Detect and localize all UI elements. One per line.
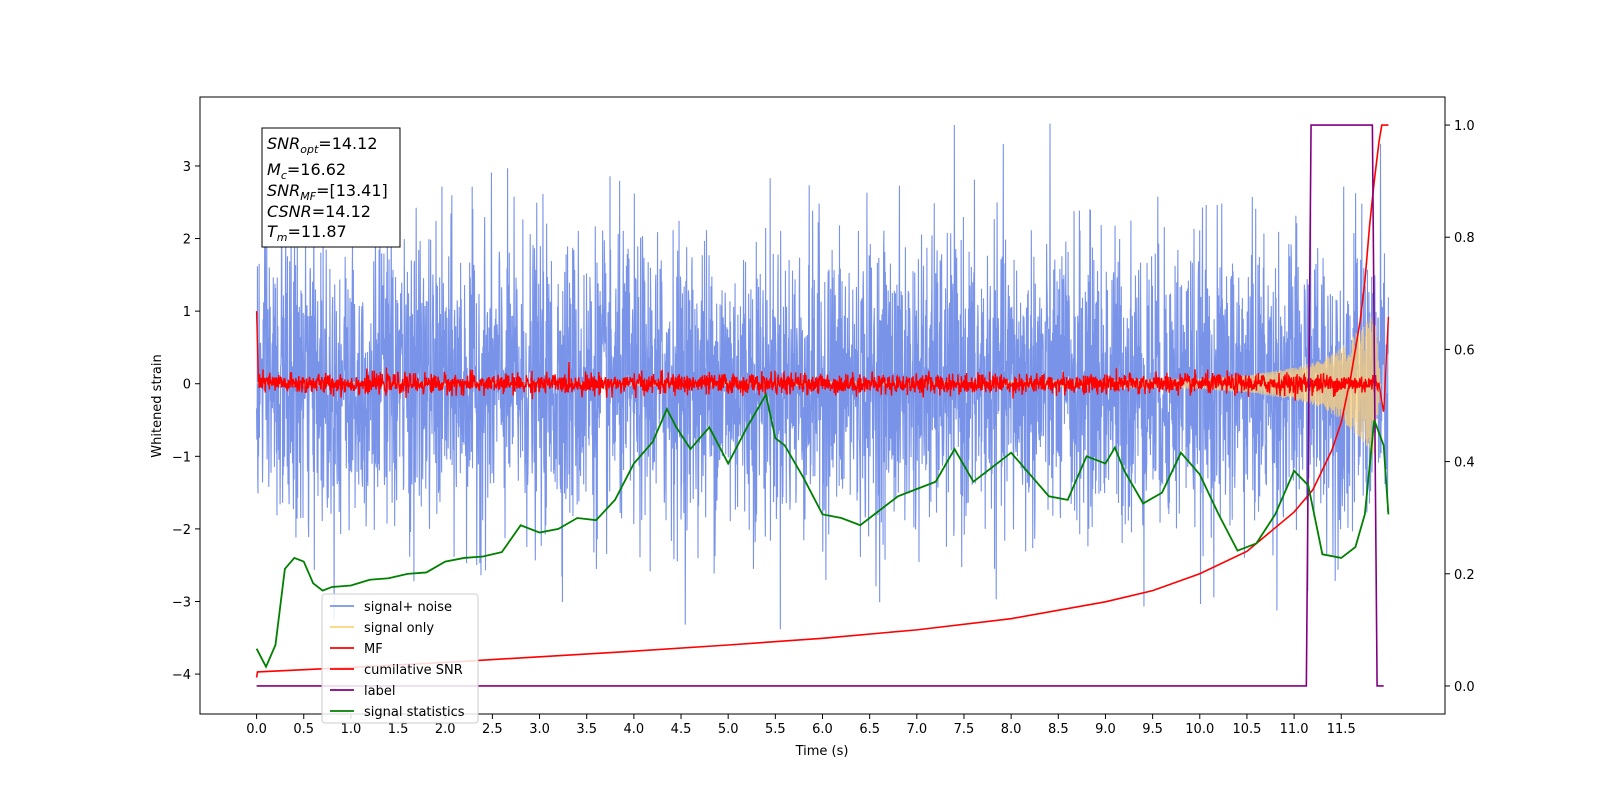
y-tick-right-label: 0.8	[1454, 231, 1475, 246]
x-tick-label: 4.5	[671, 722, 692, 737]
legend-label: signal statistics	[364, 705, 465, 720]
x-tick-label: 3.0	[529, 722, 550, 737]
legend-label: cumilative SNR	[364, 663, 463, 678]
y-tick-left-label: 2	[183, 233, 191, 248]
annotation-mc: Mc=16.62	[267, 160, 346, 182]
x-tick-label: 11.0	[1280, 722, 1309, 737]
y-tick-left-label: −2	[172, 523, 191, 538]
legend: signal+ noise signal only MF cumilative SNR…	[321, 593, 479, 724]
x-tick-label: 7.0	[906, 722, 927, 737]
legend-entries: signal+ noise signal only MF cumilative SNR…	[330, 600, 465, 720]
legend-label: signal+ noise	[364, 600, 452, 615]
x-tick-label: 8.5	[1048, 722, 1069, 737]
x-tick-label: 4.0	[624, 722, 645, 737]
y-axis-left: 3 2 1 0 −1 −2 −3 −4	[172, 160, 200, 683]
y-tick-left-label: 1	[183, 305, 191, 320]
x-tick-label: 2.0	[435, 722, 456, 737]
annotation-csnr: CSNR=14.12	[267, 202, 371, 221]
x-tick-label: 11.5	[1327, 722, 1356, 737]
y-tick-left-label: −4	[172, 668, 191, 683]
x-tick-label: 5.5	[765, 722, 786, 737]
annotation-box: SNRopt=14.12 Mc=16.62 SNRMF=[13.41] CSNR…	[261, 127, 401, 248]
y-tick-left-label: 3	[183, 160, 191, 175]
series-label	[256, 124, 1384, 687]
y-tick-right-label: 0.4	[1454, 456, 1475, 471]
y-tick-left-label: 0	[183, 378, 191, 393]
legend-label: signal only	[364, 621, 434, 636]
x-tick-label: 5.0	[718, 722, 739, 737]
legend-label: label	[364, 684, 395, 699]
y-tick-right-label: 0.6	[1454, 343, 1475, 358]
y-tick-right-label: 0.2	[1454, 568, 1475, 583]
x-tick-label: 6.5	[859, 722, 880, 737]
y-axis-label: Whitened strain	[150, 354, 165, 457]
x-tick-label: 9.5	[1142, 722, 1163, 737]
series-cumulative-snr	[255, 124, 1389, 678]
x-tick-label: 2.5	[482, 722, 503, 737]
y-tick-right-label: 1.0	[1454, 119, 1475, 134]
y-axis-right: 1.0 0.8 0.6 0.4 0.2 0.0	[1445, 119, 1475, 695]
legend-label: MF	[364, 642, 383, 657]
x-tick-label: 3.5	[576, 722, 597, 737]
x-tick-label: 8.0	[1001, 722, 1022, 737]
series-signal-statistics	[255, 392, 1390, 669]
y-tick-left-label: −1	[172, 450, 191, 465]
x-tick-label: 0.5	[293, 722, 314, 737]
legend-frame	[321, 593, 479, 724]
x-axis-label: Time (s)	[795, 744, 849, 759]
x-tick-label: 10.0	[1185, 722, 1214, 737]
x-tick-label: 6.0	[812, 722, 833, 737]
x-tick-label: 1.0	[341, 722, 362, 737]
x-tick-label: 0.0	[246, 722, 267, 737]
annotation-frame	[261, 127, 401, 248]
annotation-tm: Tm=11.87	[267, 222, 347, 244]
annotation-snr-mf: SNRMF=[13.41]	[267, 181, 388, 203]
y-tick-left-label: −3	[172, 595, 191, 610]
series-mf	[255, 311, 1390, 412]
plot-area	[255, 123, 1390, 687]
y-tick-right-label: 0.0	[1454, 680, 1475, 695]
annotation-snr-opt: SNRopt=14.12	[267, 134, 378, 156]
x-tick-label: 1.5	[388, 722, 409, 737]
series-signal-noise	[256, 123, 1389, 630]
x-axis: 0.0 0.5 1.0 1.5 2.0 2.5 3.0 3.5 4.0 4.5 5.0 5.5 6.0 6…	[246, 714, 1356, 737]
x-tick-label: 10.5	[1232, 722, 1261, 737]
x-tick-label: 9.0	[1095, 722, 1116, 737]
x-tick-label: 7.5	[954, 722, 975, 737]
